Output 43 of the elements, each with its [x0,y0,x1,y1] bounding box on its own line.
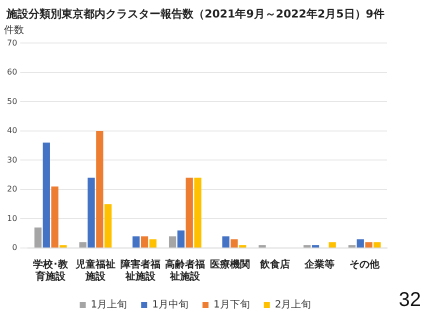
bar [177,230,185,248]
y-tick-label: 10 [6,214,18,223]
bar [51,186,58,248]
chart-title: 施設分類別東京都内クラスター報告数（2021年9月～2022年2月5日）9件 [6,7,384,20]
legend-label: 1月中旬 [152,298,189,311]
y-tick-label: 30 [6,155,18,164]
bar [356,239,364,248]
text: 32 [398,289,421,312]
bar [374,242,381,248]
bar [88,178,95,248]
bar [132,236,140,248]
y-tick-label: 40 [6,126,18,136]
legend-label: 1月下旬 [214,298,250,311]
bar [230,239,238,248]
x-tick-label: 学校･教育施設 [33,258,70,283]
legend-label: 1月上旬 [90,298,128,311]
y-tick-label: 70 [6,38,18,48]
x-tick-label: 飲食店 [258,258,290,271]
x-tick-label: その他 [350,258,381,271]
y-tick-label: 50 [6,96,18,106]
x-tick-label: 医療機関 [210,258,250,271]
x-tick-label: 児童福祉施設 [74,258,116,283]
bar [186,178,193,248]
bar [96,130,104,248]
bar [328,242,336,248]
y-tick-label: 0 [12,243,18,252]
x-tick-label: 高齢者福祉施設 [165,258,206,283]
x-tick-label: 障害者福祉施設 [120,258,160,283]
bar [168,236,176,248]
bar [194,178,202,248]
x-tick-label: 企業等 [304,258,335,271]
bar [149,239,156,248]
bar [140,236,148,248]
y-axis-title: 件数 [4,24,24,36]
bar [79,242,86,248]
bar [34,228,42,248]
bar [42,142,50,248]
bar [104,204,112,248]
bar [222,236,230,248]
y-tick-label: 20 [6,184,18,194]
y-tick-label: 60 [6,68,18,77]
legend-label: 2月上旬 [274,298,312,311]
bar [365,242,372,248]
